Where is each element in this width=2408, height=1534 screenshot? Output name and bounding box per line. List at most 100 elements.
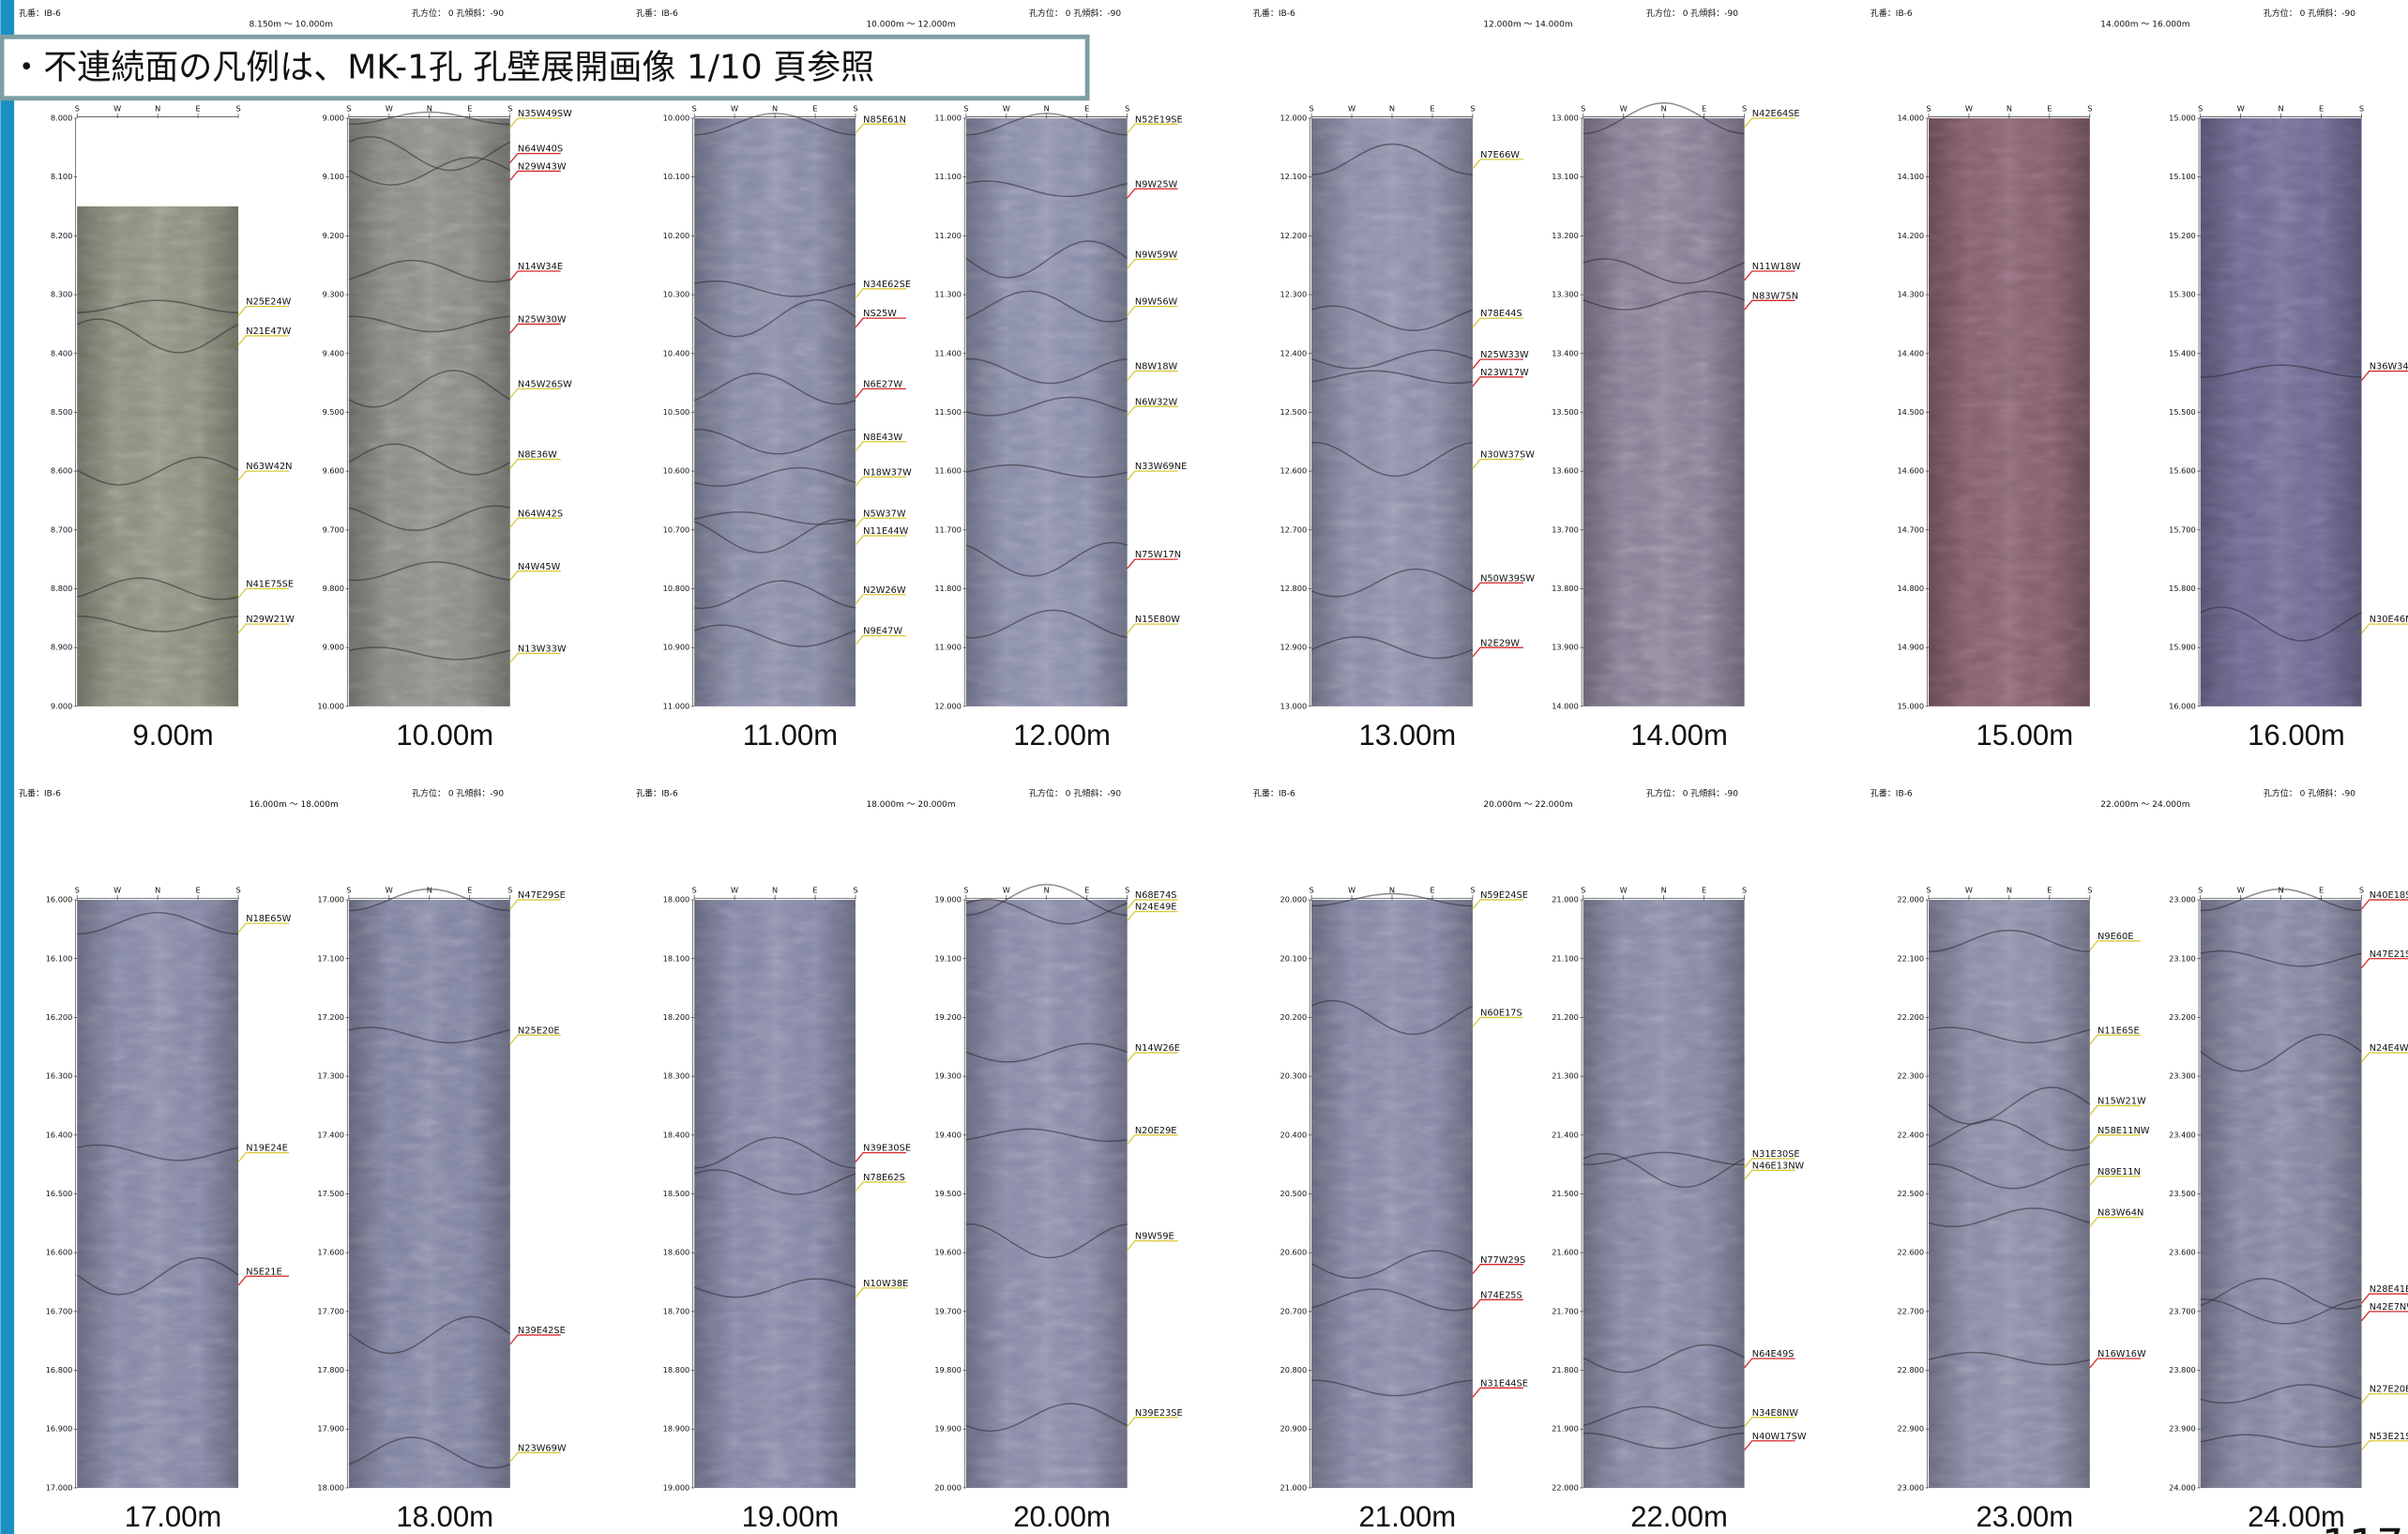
depth-tick-label: 20.000 (934, 1482, 962, 1492)
fracture-label: N36W34S (2370, 362, 2408, 372)
depth-tick-label: 15.100 (2169, 172, 2196, 181)
compass-label: S (1926, 886, 1931, 895)
compass-label: N (427, 886, 432, 895)
depth-tick-label: 21.300 (1552, 1071, 1579, 1081)
depth-tick-label: 22.700 (1897, 1306, 1924, 1315)
depth-tick-label: 8.100 (51, 172, 72, 181)
depth-range: 14.000m ～ 16.000m (2100, 21, 2189, 30)
depth-tick-label: 15.700 (2169, 524, 2196, 534)
depth-tick-label: 21.900 (1552, 1424, 1579, 1434)
depth-tick-label: 15.900 (2169, 643, 2196, 652)
compass-label: E (2319, 886, 2324, 895)
depth-tick-label: 21.000 (1552, 895, 1579, 904)
fracture-label: N8E36W (518, 450, 557, 461)
fracture-label: N30W37SW (1480, 450, 1535, 461)
compass-label: W (1003, 104, 1010, 114)
depth-tick-label: 18.700 (663, 1306, 690, 1315)
depth-tick-label: 14.000 (1552, 701, 1579, 710)
hole-id: 孔番：IB-6 (1253, 788, 1295, 799)
fracture-label: N39E30SE (863, 1144, 911, 1154)
depth-tick-label: 20.700 (1280, 1306, 1308, 1315)
fracture-label: N41E75SE (246, 580, 294, 590)
fracture-label: N64W40S (518, 144, 563, 155)
image-shade (694, 118, 856, 706)
depth-tick-label: 22.900 (1897, 1424, 1924, 1434)
fracture-label: N9W56W (1135, 297, 1178, 308)
image-shade (1929, 118, 2090, 706)
depth-tick-label: 23.900 (2169, 1424, 2196, 1434)
fracture-label: N25E20E (518, 1025, 560, 1036)
fracture-label: N8E43W (863, 433, 902, 443)
depth-tick-label: 24.000 (2169, 1482, 2196, 1492)
depth-tick-label: 13.500 (1552, 407, 1579, 417)
depth-caption: 22.00m (1630, 1500, 1728, 1533)
fracture-label: N60E17S (1480, 1009, 1522, 1019)
compass-label: S (1470, 104, 1475, 114)
depth-tick-label: 16.800 (46, 1365, 73, 1375)
compass-label: W (386, 104, 393, 114)
fracture-label: N9W25W (1135, 179, 1178, 190)
compass-label: E (812, 104, 817, 114)
depth-tick-label: 14.700 (1897, 524, 1924, 534)
depth-tick-label: 14.600 (1897, 466, 1924, 476)
fracture-label: N83W75N (1752, 291, 1798, 301)
depth-tick-label: 18.900 (663, 1424, 690, 1434)
depth-tick-label: 11.000 (934, 114, 962, 123)
fracture-label: N68E74S (1135, 890, 1177, 901)
depth-tick-label: 13.800 (1552, 584, 1579, 593)
depth-tick-label: 23.400 (2169, 1130, 2196, 1139)
borehole-image (966, 118, 1128, 706)
depth-tick-label: 14.100 (1897, 172, 1924, 181)
fracture-label: N14W26E (1135, 1043, 1180, 1054)
image-shade (1583, 900, 1745, 1488)
hole-id: 孔番：IB-6 (19, 8, 61, 19)
depth-caption: 16.00m (2248, 719, 2345, 752)
compass-label: N (2007, 886, 2012, 895)
depth-caption: 9.00m (132, 719, 213, 752)
compass-label: N (1661, 104, 1667, 114)
depth-tick-label: 17.200 (317, 1012, 344, 1022)
fracture-label: N15E80W (1135, 615, 1180, 625)
compass-label: S (2087, 886, 2092, 895)
fracture-label: N9E60E (2098, 932, 2133, 942)
depth-tick-label: 20.900 (1280, 1424, 1308, 1434)
compass-label: S (1742, 104, 1747, 114)
borehole-image (77, 900, 238, 1488)
compass-label: S (1309, 104, 1313, 114)
fracture-label: N89E11N (2098, 1167, 2141, 1177)
compass-label: S (235, 104, 240, 114)
orientation: 孔方位： 0 孔傾斜：-90 (2264, 788, 2355, 799)
compass-label: E (467, 104, 472, 114)
depth-tick-label: 16.500 (46, 1189, 73, 1198)
compass-label: S (2198, 104, 2203, 114)
fracture-label: N28E41E (2370, 1284, 2408, 1295)
depth-tick-label: 16.200 (46, 1012, 73, 1022)
compass-label: E (1084, 104, 1089, 114)
depth-tick-label: 16.600 (46, 1248, 73, 1257)
depth-tick-label: 21.600 (1552, 1248, 1579, 1257)
depth-caption: 11.00m (743, 719, 838, 752)
compass-label: S (507, 104, 512, 114)
fracture-label: N52E19SE (1135, 114, 1183, 125)
depth-tick-label: 17.900 (317, 1424, 344, 1434)
note: ・不連続面の凡例は、MK-1孔 孔壁展開画像 1/10 頁参照 (9, 49, 874, 87)
compass-label: E (196, 886, 201, 895)
depth-tick-label: 15.600 (2169, 466, 2196, 476)
depth-range: 22.000m ～ 24.000m (2100, 800, 2189, 810)
image-shade (77, 900, 238, 1488)
borehole-image (2201, 118, 2362, 706)
compass-label: E (812, 886, 817, 895)
hole-id: 孔番：IB-6 (1253, 8, 1295, 19)
document: 孔番：IB-6 8.150m ～ 10.000m 孔方位： 0 孔傾斜：-90 S W N… (0, 0, 2408, 1534)
hole-id: 孔番：IB-6 (1870, 8, 1913, 19)
depth-range: 8.150m ～ 10.000m (250, 21, 334, 30)
depth-tick-label: 9.300 (323, 290, 344, 299)
compass-label: S (1581, 104, 1585, 114)
compass-label: S (75, 886, 80, 895)
borehole-image (1311, 118, 1473, 706)
compass-label: S (2359, 886, 2364, 895)
orientation: 孔方位： 0 孔傾斜：-90 (1646, 788, 1738, 799)
depth-tick-label: 15.500 (2169, 407, 2196, 417)
compass-label: S (346, 886, 351, 895)
depth-tick-label: 18.300 (663, 1071, 690, 1081)
